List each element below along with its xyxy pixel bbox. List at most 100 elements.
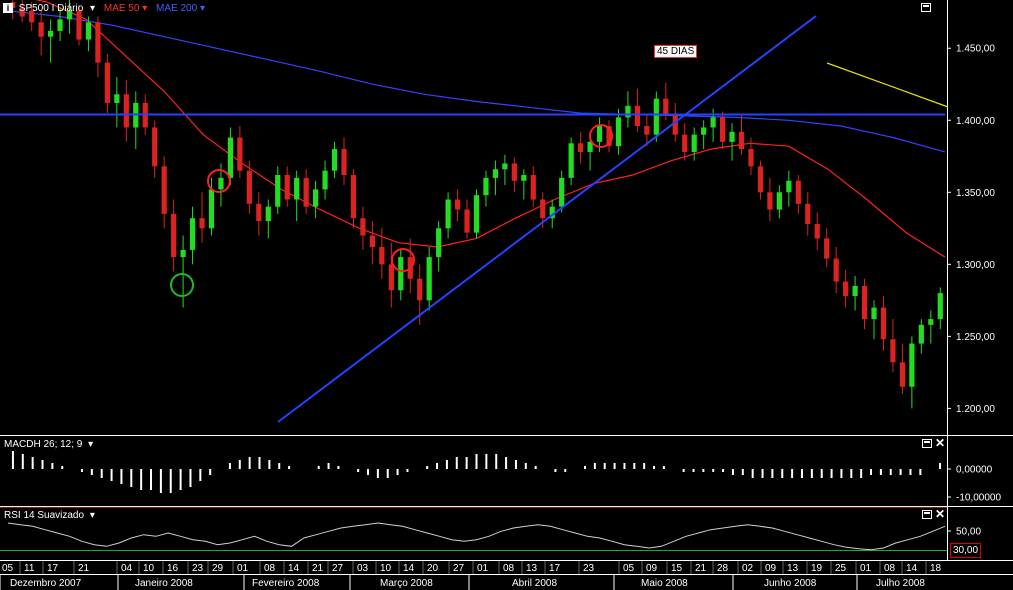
candle-body bbox=[417, 278, 423, 301]
trendlines[interactable] bbox=[0, 15, 949, 423]
candle-body bbox=[492, 169, 499, 178]
x-day-label: 08 bbox=[503, 563, 515, 574]
candle-body bbox=[502, 163, 508, 170]
candle-body bbox=[208, 189, 215, 229]
candle-body bbox=[587, 141, 593, 152]
highlight-circles bbox=[170, 124, 613, 297]
chevron-down-icon[interactable]: ▾ bbox=[89, 510, 95, 521]
rsi-line-group: 50,00 bbox=[7, 522, 981, 551]
trendline bbox=[277, 15, 817, 423]
rsi-title[interactable]: RSI 14 Suavizado bbox=[4, 510, 85, 521]
candle-body bbox=[634, 105, 641, 127]
x-day-label: 28 bbox=[717, 563, 729, 574]
candle-body bbox=[85, 22, 92, 40]
y-tick-label: 1.300,00 bbox=[956, 260, 995, 271]
candle-body bbox=[615, 117, 622, 147]
y-tick-label: 1.250,00 bbox=[956, 332, 995, 343]
candle-body bbox=[454, 199, 461, 210]
maximize-rsi-button[interactable] bbox=[922, 510, 932, 519]
candle-body bbox=[312, 189, 319, 207]
candle-body bbox=[843, 281, 849, 297]
candle-body bbox=[663, 98, 669, 115]
maximize-price-button[interactable] bbox=[921, 3, 931, 12]
candle-body bbox=[776, 192, 782, 210]
x-day-label: 05 bbox=[2, 563, 14, 574]
candle-body bbox=[95, 22, 101, 63]
macd-tick-label: 0,00000 bbox=[956, 465, 993, 476]
macd-title[interactable]: MACDH 26; 12; 9 bbox=[4, 439, 83, 450]
info-icon[interactable]: i bbox=[3, 3, 13, 13]
candle-body bbox=[57, 19, 63, 31]
x-day-label: 05 bbox=[623, 563, 635, 574]
candle-body bbox=[852, 285, 858, 297]
x-day-label: 15 bbox=[671, 563, 683, 574]
candle-body bbox=[483, 177, 489, 196]
candle-body bbox=[256, 203, 262, 222]
candle-body bbox=[445, 199, 451, 229]
highlight-circle bbox=[170, 273, 194, 297]
candle-body bbox=[436, 228, 442, 258]
candle-body bbox=[341, 149, 347, 175]
x-day-label: 21 bbox=[695, 563, 707, 574]
chevron-down-icon[interactable]: ▾ bbox=[88, 439, 94, 450]
candle-body bbox=[814, 223, 820, 239]
chevron-down-icon[interactable]: ▾ bbox=[142, 3, 148, 14]
x-day-label: 16 bbox=[167, 563, 179, 574]
x-day-label: 20 bbox=[427, 563, 439, 574]
chevron-down-icon[interactable]: ▾ bbox=[199, 3, 205, 14]
symbol-label[interactable]: SP500 I Diário bbox=[18, 3, 84, 14]
chart-header: i SP500 I Diário ▾ MAE 50 ▾ MAE 200 ▾ bbox=[3, 3, 205, 14]
close-macd-button[interactable]: ✕ bbox=[935, 436, 946, 450]
y-tick-label: 1.450,00 bbox=[956, 44, 995, 55]
x-month-label: Abril 2008 bbox=[512, 578, 557, 589]
highlight-circle bbox=[391, 248, 415, 272]
candle-body bbox=[123, 94, 129, 128]
x-month-label: Maio 2008 bbox=[641, 578, 688, 589]
candle-body bbox=[180, 249, 186, 258]
x-day-label: 17 bbox=[47, 563, 59, 574]
y-tick-label: 1.400,00 bbox=[956, 116, 995, 127]
candle-body bbox=[38, 22, 44, 37]
candle-body bbox=[596, 126, 603, 142]
candle-body bbox=[530, 175, 536, 200]
macd-header: MACDH 26; 12; 9 ▾ bbox=[4, 439, 93, 450]
candle-body bbox=[19, 7, 25, 17]
candle-body bbox=[199, 218, 205, 229]
ma200-label[interactable]: MAE 200 bbox=[156, 3, 198, 14]
candle-body bbox=[824, 238, 830, 259]
candlesticks bbox=[10, 0, 943, 409]
candle-body bbox=[426, 257, 432, 301]
candle-body bbox=[66, 10, 73, 20]
rsi-current-value: 30,00 bbox=[950, 543, 982, 558]
candle-body bbox=[294, 177, 300, 200]
candle-body bbox=[625, 105, 631, 118]
x-day-label: 25 bbox=[835, 563, 847, 574]
candle-body bbox=[767, 192, 773, 210]
candle-body bbox=[350, 175, 357, 219]
x-month-label: Dezembro 2007 bbox=[10, 578, 82, 589]
x-day-label: 09 bbox=[765, 563, 777, 574]
x-day-label: 13 bbox=[787, 563, 799, 574]
rsi-header: RSI 14 Suavizado ▾ bbox=[4, 510, 95, 521]
candle-body bbox=[719, 117, 726, 142]
candle-body bbox=[284, 175, 290, 200]
close-rsi-button[interactable]: ✕ bbox=[935, 507, 946, 521]
candle-body bbox=[521, 175, 527, 181]
candle-body bbox=[303, 177, 309, 207]
candle-body bbox=[322, 170, 328, 190]
candle-body bbox=[29, 10, 35, 23]
x-day-label: 01 bbox=[237, 563, 249, 574]
highlight-circle bbox=[589, 124, 613, 148]
ma50-label[interactable]: MAE 50 bbox=[103, 3, 140, 14]
x-month-label: Fevereiro 2008 bbox=[252, 578, 320, 589]
y-tick-label: 1.200,00 bbox=[956, 404, 995, 415]
chevron-down-icon[interactable]: ▾ bbox=[90, 3, 96, 14]
x-day-label: 17 bbox=[549, 563, 561, 574]
candle-body bbox=[644, 126, 650, 135]
annotation-45-dias[interactable]: 45 DIAS bbox=[654, 45, 698, 58]
moving-averages bbox=[7, 0, 946, 258]
candle-body bbox=[928, 319, 934, 325]
maximize-macd-button[interactable] bbox=[922, 439, 932, 448]
candle-body bbox=[880, 307, 887, 340]
